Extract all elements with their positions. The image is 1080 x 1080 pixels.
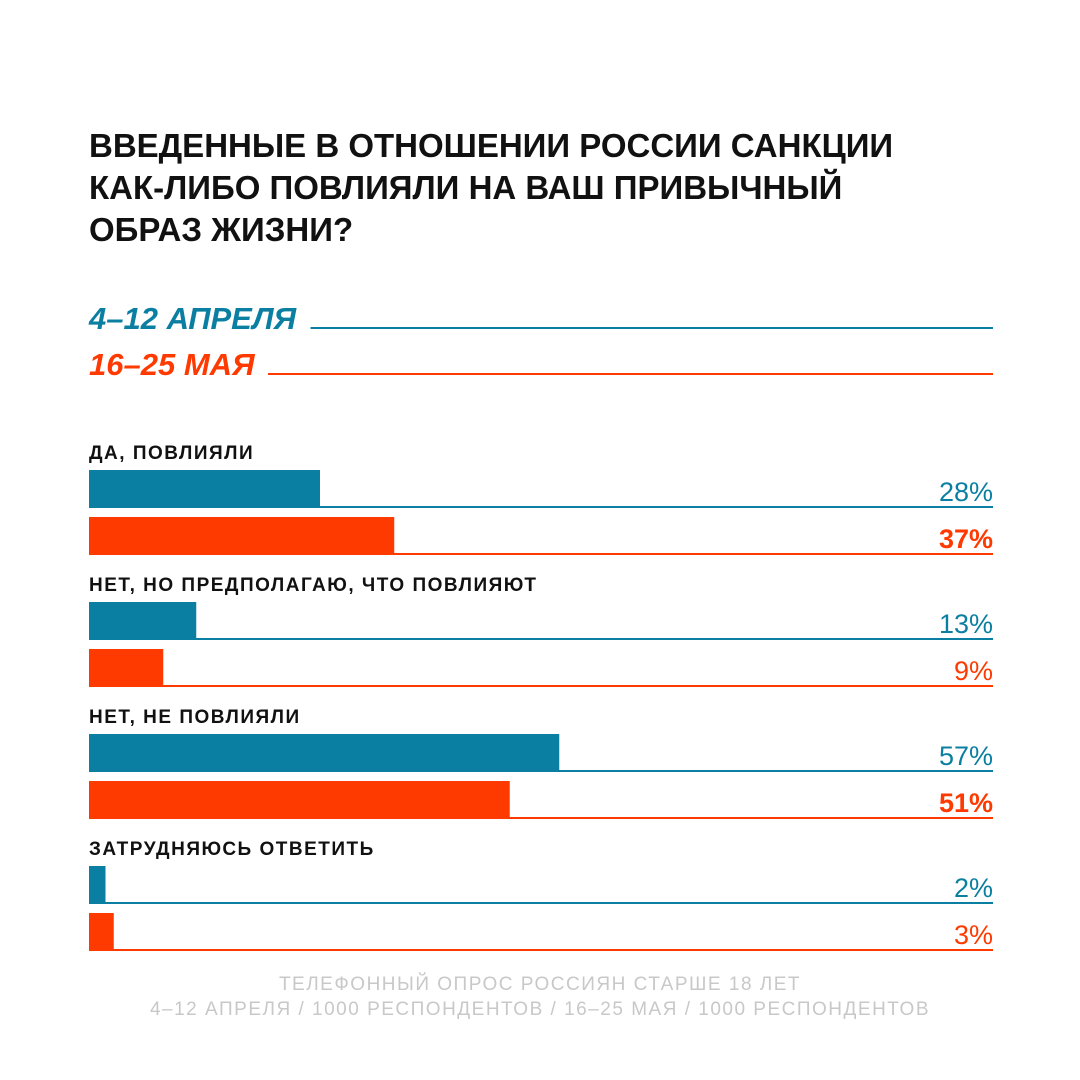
bar	[89, 470, 320, 507]
bar	[89, 781, 510, 818]
category-label: НЕТ, НЕ ПОВЛИЯЛИ	[89, 707, 301, 728]
bar	[89, 913, 114, 950]
bar	[89, 734, 560, 771]
value-label: 3%	[954, 920, 993, 950]
chart-title: КАК-ЛИБО ПОВЛИЯЛИ НА ВАШ ПРИВЫЧНЫЙ	[89, 168, 842, 206]
value-label: 13%	[939, 609, 993, 639]
category-label: НЕТ, НО ПРЕДПОЛАГАЮ, ЧТО ПОВЛИЯЮТ	[89, 575, 538, 596]
bar	[89, 517, 395, 554]
category-label: ЗАТРУДНЯЮСЬ ОТВЕТИТЬ	[89, 839, 375, 860]
bar	[89, 866, 106, 903]
legend-label: 16–25 МАЯ	[89, 347, 256, 382]
bar	[89, 602, 197, 639]
value-label: 28%	[939, 477, 993, 507]
chart-title: ВВЕДЕННЫЕ В ОТНОШЕНИИ РОССИИ САНКЦИИ	[89, 127, 893, 164]
legend-label: 4–12 АПРЕЛЯ	[88, 301, 298, 336]
bar	[89, 649, 164, 686]
value-label: 2%	[954, 873, 993, 903]
value-label: 37%	[939, 524, 993, 554]
value-label: 51%	[939, 788, 993, 818]
footnote: 4–12 АПРЕЛЯ / 1000 РЕСПОНДЕНТОВ / 16–25 …	[150, 999, 930, 1020]
value-label: 57%	[939, 741, 993, 771]
chart-title: ОБРАЗ ЖИЗНИ?	[89, 211, 353, 248]
value-label: 9%	[954, 656, 993, 686]
category-label: ДА, ПОВЛИЯЛИ	[89, 443, 254, 464]
footnote: ТЕЛЕФОННЫЙ ОПРОС РОССИЯН СТАРШЕ 18 ЛЕТ	[279, 973, 801, 995]
